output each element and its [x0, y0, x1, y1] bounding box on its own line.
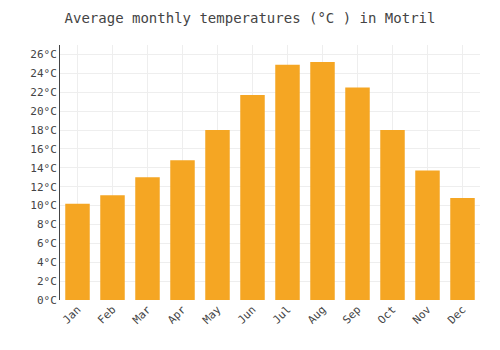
svg-text:16°C: 16°C — [30, 143, 57, 156]
svg-text:8°C: 8°C — [37, 218, 57, 231]
svg-text:Apr: Apr — [165, 303, 189, 327]
svg-text:Aug: Aug — [305, 303, 328, 326]
svg-text:Oct: Oct — [375, 303, 398, 326]
svg-text:12°C: 12°C — [30, 181, 57, 194]
svg-text:14°C: 14°C — [30, 162, 57, 175]
svg-text:Jan: Jan — [60, 303, 83, 326]
svg-text:0°C: 0°C — [37, 294, 57, 307]
svg-text:Jul: Jul — [270, 303, 293, 326]
svg-text:Sep: Sep — [340, 303, 363, 326]
svg-text:Nov: Nov — [410, 303, 434, 327]
svg-text:2°C: 2°C — [37, 275, 57, 288]
svg-text:26°C: 26°C — [30, 48, 57, 61]
svg-text:Mar: Mar — [130, 303, 154, 327]
svg-text:4°C: 4°C — [37, 256, 57, 269]
svg-text:Jun: Jun — [235, 303, 258, 326]
svg-text:Dec: Dec — [445, 303, 468, 326]
svg-text:Feb: Feb — [95, 303, 118, 326]
svg-text:10°C: 10°C — [30, 199, 57, 212]
svg-text:Average monthly temperatures (: Average monthly temperatures (°C ) in Mo… — [65, 10, 436, 26]
svg-text:20°C: 20°C — [30, 105, 57, 118]
svg-text:18°C: 18°C — [30, 124, 57, 137]
svg-text:May: May — [200, 303, 224, 327]
svg-text:6°C: 6°C — [37, 237, 57, 250]
svg-text:22°C: 22°C — [30, 86, 57, 99]
svg-text:24°C: 24°C — [30, 67, 57, 80]
